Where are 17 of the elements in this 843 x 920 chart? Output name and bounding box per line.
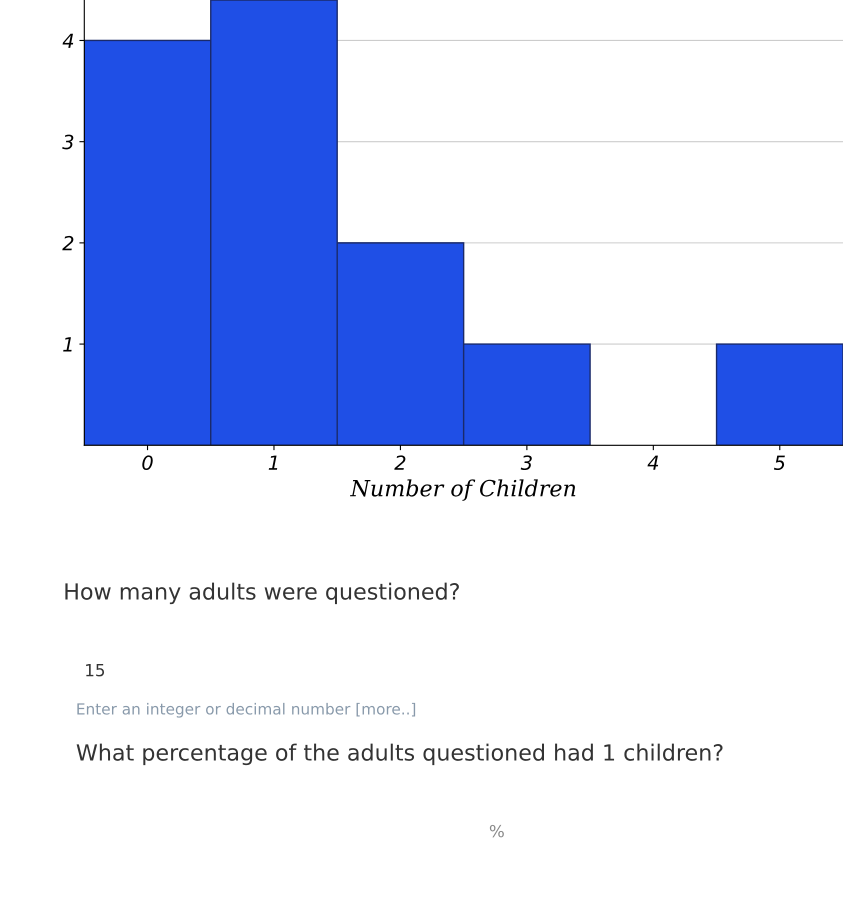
y-tick-label: 4 — [62, 34, 74, 48]
x-axis-title: Number of Children — [350, 479, 576, 501]
x-tick-label: 5 — [774, 456, 785, 470]
y-tick-label: 2 — [62, 236, 74, 250]
y-tick-label: 1 — [63, 337, 72, 352]
text: 15 — [86, 664, 104, 676]
text: What percentage of the adults questioned had 1 children? — [76, 744, 723, 766]
x-tick-label: 2 — [394, 455, 406, 470]
x-tick-label: 4 — [647, 456, 658, 470]
text: How many adults were questioned? — [65, 582, 459, 604]
bar — [716, 343, 843, 446]
x-tick-label: 1 — [268, 456, 278, 470]
x-tick-label: 3 — [520, 455, 532, 470]
text: Enter an integer or decimal number [more..] — [77, 702, 416, 718]
text: % — [490, 824, 504, 838]
x-tick-label: 0 — [142, 455, 153, 470]
y-tick-label: 3 — [62, 134, 74, 150]
